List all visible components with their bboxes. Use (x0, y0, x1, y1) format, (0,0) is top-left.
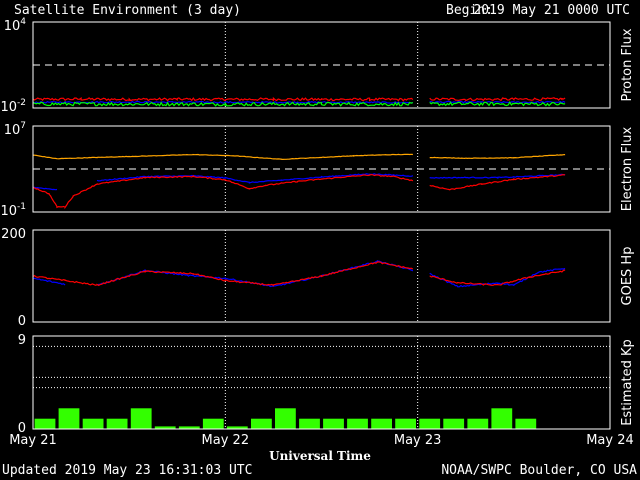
proton-flux-ylabel: Proton Flux (620, 28, 635, 101)
kp-bar (323, 418, 344, 429)
goes-hp-frame (32, 229, 611, 323)
electron-flux-series-orange (32, 153, 566, 161)
kp-bar (202, 418, 224, 429)
chart-title: Satellite Environment (3 day) (14, 3, 241, 18)
kp-bar (226, 426, 248, 429)
goes-hp-series-red (32, 260, 566, 287)
kp-bar (491, 408, 513, 429)
x-axis-label: Universal Time (269, 449, 371, 463)
kp-bar (443, 418, 465, 429)
estimated-kp-ylabel: Estimated Kp (620, 339, 635, 426)
kp-bar (371, 418, 392, 429)
begin-label: Begin: (446, 3, 493, 18)
goes-hp-panel: 200 0 GOES Hp (1, 227, 635, 329)
kp-bar (58, 408, 80, 429)
electron-flux-series-blue (32, 173, 566, 191)
x-tick-label: May 21 (9, 433, 57, 448)
y-tick-label: 0 (18, 421, 26, 436)
electron-flux-ylabel: Electron Flux (620, 126, 635, 211)
kp-bar (106, 418, 128, 429)
kp-bar (347, 418, 368, 429)
kp-bar (275, 408, 296, 429)
kp-bar (395, 418, 416, 429)
kp-bar (251, 418, 272, 429)
begin-value: 2019 May 21 0000 UTC (473, 3, 630, 18)
kp-bar (299, 418, 320, 429)
y-tick-label: 9 (18, 333, 26, 348)
kp-bar (178, 426, 200, 429)
y-tick-label: 200 (1, 227, 26, 242)
proton-flux-frame (32, 21, 611, 109)
y-tick-label: 0 (18, 314, 26, 329)
updated-timestamp: Updated 2019 May 23 16:31:03 UTC (2, 463, 252, 478)
proton-flux-series-red (32, 96, 566, 102)
kp-bar (82, 418, 104, 429)
x-tick-label: May 23 (394, 433, 442, 448)
kp-bar (34, 418, 56, 429)
credit-text: NOAA/SWPC Boulder, CO USA (441, 463, 637, 478)
x-axis: May 21 May 22 May 23 May 24 (9, 433, 634, 448)
x-tick-label: May 22 (202, 433, 250, 448)
estimated-kp-panel: 9 0 Estimated Kp (18, 333, 635, 436)
electron-flux-frame (32, 125, 611, 213)
goes-hp-ylabel: GOES Hp (620, 247, 635, 306)
kp-bar (515, 418, 537, 429)
electron-flux-series-red (32, 173, 566, 210)
x-tick-label: May 24 (586, 433, 634, 448)
proton-flux-series-green (32, 101, 566, 107)
kp-bar (130, 408, 152, 429)
estimated-kp-frame (32, 335, 611, 430)
kp-bar (419, 418, 441, 429)
kp-bar (154, 426, 176, 429)
kp-bar (467, 418, 489, 429)
